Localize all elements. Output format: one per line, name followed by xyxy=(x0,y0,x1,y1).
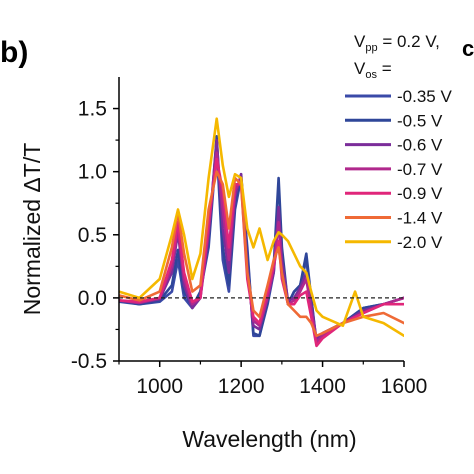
x-tick-label: 1200 xyxy=(218,375,265,398)
series-line-6 xyxy=(119,117,404,338)
legend-label-6: -2.0 V xyxy=(397,233,443,252)
legend-label-5: -1.4 V xyxy=(397,209,443,228)
panel-label: b) xyxy=(0,36,28,69)
legend: Vpp = 0.2 V, Vos = -0.35 V -0.5 V -0.6 V -0… xyxy=(345,32,452,252)
x-axis-label: Wavelength (nm) xyxy=(182,426,356,452)
series-line-5 xyxy=(119,170,404,338)
y-axis-label-prefix: Normalized xyxy=(19,193,45,316)
clipped-panel-label: c xyxy=(462,36,474,61)
x-tick-label: 1000 xyxy=(136,375,183,398)
axes-layer: 1000 1200 1400 1600 -0.5 0.0 0.5 1.0 1.5 xyxy=(71,77,428,398)
x-tick-label: 1400 xyxy=(299,375,346,398)
y-axis-label-main: ΔT/T xyxy=(19,143,45,193)
y-tick-label: 0.0 xyxy=(78,287,107,310)
y-axis-label: Normalized ΔT/T xyxy=(19,143,45,316)
y-tick-label: 0.5 xyxy=(78,224,107,247)
series-layer xyxy=(119,117,404,348)
legend-label-0: -0.35 V xyxy=(397,87,452,106)
legend-label-4: -0.9 V xyxy=(397,184,443,203)
y-tick-label: 1.0 xyxy=(78,161,107,184)
y-tick-label: -0.5 xyxy=(71,350,107,373)
legend-header-vos: Vos = xyxy=(354,59,392,81)
series-line-4 xyxy=(119,157,404,348)
legend-label-3: -0.7 V xyxy=(397,160,443,179)
x-tick-label: 1600 xyxy=(381,375,428,398)
legend-label-1: -0.5 V xyxy=(397,111,443,130)
y-tick-label: 1.5 xyxy=(78,98,107,121)
legend-label-2: -0.6 V xyxy=(397,136,443,155)
legend-header-vpp: Vpp = 0.2 V, xyxy=(354,32,440,54)
